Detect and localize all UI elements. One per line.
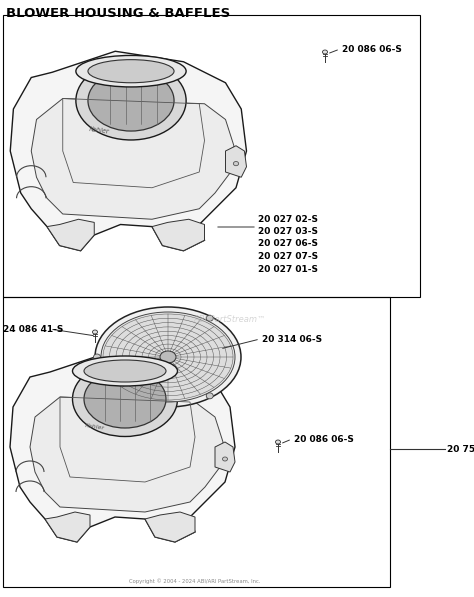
Ellipse shape: [206, 393, 213, 399]
Ellipse shape: [206, 315, 213, 321]
Text: ABI PartStream™: ABI PartStream™: [194, 315, 266, 324]
Ellipse shape: [95, 307, 241, 407]
Polygon shape: [152, 219, 204, 251]
Text: 20 314 06-S: 20 314 06-S: [262, 334, 322, 343]
Polygon shape: [45, 512, 90, 542]
Ellipse shape: [233, 162, 238, 166]
Text: 20 027 06-S: 20 027 06-S: [258, 239, 318, 248]
Ellipse shape: [84, 370, 166, 428]
Ellipse shape: [88, 60, 174, 83]
Bar: [3, 297, 390, 587]
Text: Kohler: Kohler: [89, 125, 110, 134]
Polygon shape: [215, 442, 235, 472]
Ellipse shape: [322, 50, 328, 54]
Ellipse shape: [92, 330, 98, 334]
Ellipse shape: [101, 312, 235, 402]
Text: Copyright © 2004 - 2024 ABI/ARI PartStream, Inc.: Copyright © 2004 - 2024 ABI/ARI PartStre…: [129, 578, 261, 584]
Ellipse shape: [102, 313, 234, 401]
Text: 20 086 06-S: 20 086 06-S: [294, 435, 354, 444]
Ellipse shape: [93, 354, 100, 360]
Ellipse shape: [275, 440, 281, 444]
Text: 20 027 02-S: 20 027 02-S: [258, 214, 318, 223]
Polygon shape: [47, 219, 94, 251]
Polygon shape: [10, 352, 235, 542]
Text: 20 027 03-S: 20 027 03-S: [258, 227, 318, 236]
Text: 20 755 11-S: 20 755 11-S: [447, 445, 474, 454]
Text: 20 086 06-S: 20 086 06-S: [342, 45, 402, 54]
Polygon shape: [226, 146, 246, 177]
Text: Kohler: Kohler: [85, 423, 105, 431]
Bar: [3, 15, 420, 297]
Ellipse shape: [222, 457, 228, 461]
Ellipse shape: [76, 61, 186, 140]
Ellipse shape: [76, 56, 186, 87]
Ellipse shape: [160, 351, 176, 363]
Ellipse shape: [73, 362, 177, 436]
Polygon shape: [10, 51, 246, 251]
Polygon shape: [145, 512, 195, 542]
Ellipse shape: [73, 356, 177, 386]
Text: 24 086 41-S: 24 086 41-S: [3, 325, 64, 334]
Text: 20 027 01-S: 20 027 01-S: [258, 264, 318, 273]
Polygon shape: [30, 397, 223, 512]
Text: BLOWER HOUSING & BAFFLES: BLOWER HOUSING & BAFFLES: [6, 7, 230, 20]
Ellipse shape: [88, 70, 174, 131]
Ellipse shape: [84, 360, 166, 382]
Text: 20 027 07-S: 20 027 07-S: [258, 252, 318, 261]
Polygon shape: [31, 99, 234, 219]
